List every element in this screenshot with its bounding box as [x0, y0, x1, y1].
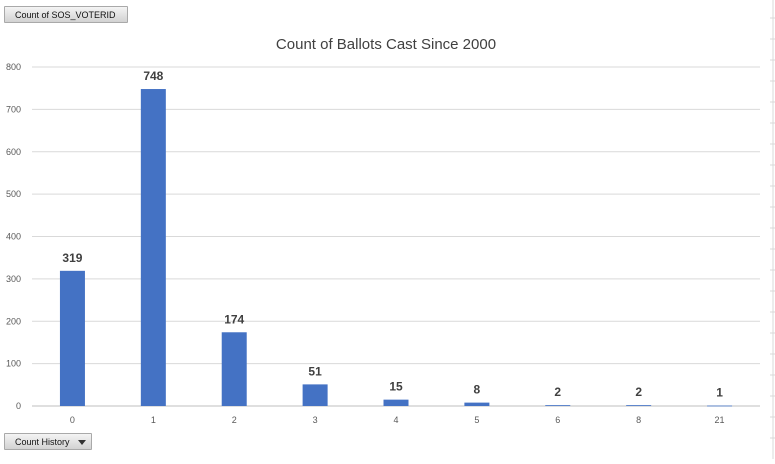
y-tick-label: 200: [6, 316, 21, 326]
y-tick-label: 100: [6, 359, 21, 369]
bar: [545, 405, 571, 406]
y-tick-label: 700: [6, 104, 21, 114]
bar: [707, 405, 733, 407]
data-label: 8: [474, 383, 481, 397]
y-tick-label: 400: [6, 232, 21, 242]
x-tick-label: 5: [474, 415, 479, 425]
x-tick-label: 1: [151, 415, 156, 425]
data-label: 2: [554, 385, 561, 399]
y-tick-label: 500: [6, 189, 21, 199]
y-tick-label: 600: [6, 147, 21, 157]
y-tick-label: 0: [16, 401, 21, 411]
data-label: 51: [308, 364, 322, 378]
x-tick-label: 0: [70, 415, 75, 425]
data-label: 2: [635, 385, 642, 399]
x-tick-label: 21: [715, 415, 725, 425]
value-field-label: Count of SOS_VOTERID: [15, 10, 116, 20]
data-label: 15: [389, 380, 403, 394]
x-tick-label: 6: [555, 415, 560, 425]
data-labels: 319 748 174 51 15 8 2 2 1: [62, 69, 723, 400]
right-edge-marks: [770, 0, 775, 459]
x-tick-label: 3: [313, 415, 318, 425]
data-label: 1: [716, 386, 723, 400]
x-tick-label: 8: [636, 415, 641, 425]
y-axis-ticks: 0 100 200 300 400 500 600 700 800: [6, 62, 21, 411]
value-field-button[interactable]: Count of SOS_VOTERID: [4, 6, 128, 23]
x-axis-ticks: 0 1 2 3 4 5 6 8 21: [70, 415, 725, 425]
chevron-down-icon[interactable]: [77, 440, 86, 446]
data-label: 174: [224, 312, 244, 326]
bars: [59, 89, 733, 407]
axis-field-button[interactable]: Count History: [4, 433, 92, 450]
y-tick-label: 300: [6, 274, 21, 284]
y-tick-label: 800: [6, 62, 21, 72]
bar: [464, 402, 490, 406]
bar: [383, 399, 409, 406]
bar: [140, 89, 166, 406]
data-label: 748: [143, 69, 163, 83]
bar: [302, 384, 328, 406]
axis-field-label: Count History: [15, 437, 70, 447]
bar: [221, 332, 247, 406]
bar: [626, 405, 652, 406]
chart-title: Count of Ballots Cast Since 2000: [276, 36, 496, 53]
bar: [59, 270, 85, 406]
x-tick-label: 2: [232, 415, 237, 425]
x-tick-label: 4: [393, 415, 398, 425]
data-label: 319: [62, 251, 82, 265]
